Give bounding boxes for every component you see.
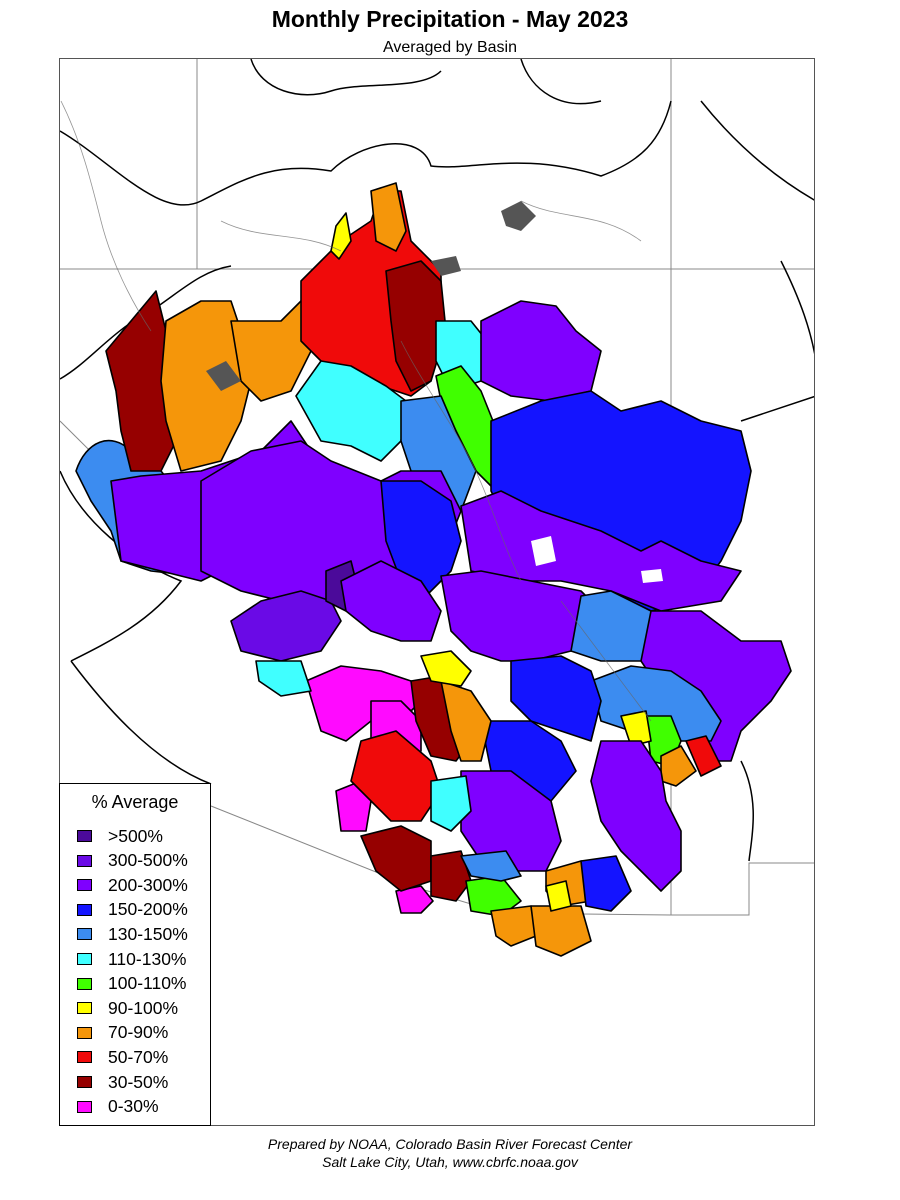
legend-item: 90-100% [77, 998, 178, 1018]
basin-cyan-sw [255, 660, 312, 697]
outer-basin-outlines [60, 59, 814, 862]
legend-label: 70-90% [108, 1022, 169, 1043]
basin-sc-200-300 [340, 560, 442, 642]
lakes [206, 201, 536, 391]
basin-deep-south2-30-50 [430, 850, 472, 902]
legend-item: 130-150% [77, 924, 188, 944]
basin-south-200-300 [590, 740, 682, 892]
basin-cyan-south [430, 775, 472, 832]
legend-item: 70-90% [77, 1022, 169, 1043]
basin-south-50-70 [350, 730, 442, 822]
legend-label: 100-110% [108, 973, 187, 994]
legend-item: >500% [77, 826, 163, 846]
basin-0-30-d [395, 885, 434, 914]
basin-south-130-150 [460, 850, 522, 882]
map-title: Monthly Precipitation - May 2023 [271, 6, 629, 32]
credit-line-1: Prepared by NOAA, Colorado Basin River F… [267, 1136, 633, 1152]
basin-south-90-100 [420, 650, 472, 687]
no-data-areas [531, 536, 663, 583]
credit-line-2: Salt Lake City, Utah, www.cbrfc.noaa.gov [322, 1154, 578, 1170]
basin-south-70-90 [440, 680, 492, 762]
legend-swatch [77, 1100, 92, 1113]
legend-item: 0-30% [77, 1096, 159, 1117]
legend-swatch [77, 903, 92, 916]
basin-300-500 [230, 590, 342, 662]
legend-label: >500% [108, 825, 163, 846]
legend-label: 150-200% [108, 899, 188, 920]
legend-label: 300-500% [108, 850, 188, 871]
basin-deep-south-30-50 [360, 825, 432, 892]
legend-swatch [77, 1076, 92, 1088]
legend-label: 130-150% [108, 923, 188, 944]
basin-upper-70-90 [370, 182, 407, 252]
legend-title: % Average [91, 792, 179, 812]
basin-north-30-50 [385, 260, 447, 392]
legend-swatch [77, 879, 92, 892]
legend-item: 50-70% [77, 1047, 168, 1067]
legend-swatch [77, 928, 92, 941]
basin-se-50-70 [685, 735, 722, 777]
basin-south-bottom-70-90 [490, 905, 537, 947]
legend-item: 150-200% [77, 899, 188, 920]
legend-swatch [77, 830, 92, 842]
legend-item: 300-500% [77, 850, 188, 871]
basin-west-70-90 [160, 300, 252, 472]
basin-south-bottom2-70-90 [530, 905, 592, 957]
basin-south-right-150-200 [580, 855, 632, 912]
basin-se-90-100 [620, 710, 652, 747]
basin-se-150-200 [510, 655, 602, 742]
legend-label: 0-30% [108, 1096, 159, 1117]
legend-swatch [77, 854, 92, 867]
legend-item: 30-50% [77, 1072, 168, 1092]
basin-map [60, 59, 814, 957]
legend-label: 50-70% [108, 1046, 169, 1067]
legend-swatch [77, 1051, 92, 1064]
map-subtitle: Averaged by Basin [382, 39, 517, 56]
legend: % Average >500% 300-500% 200-300% 150-200% 1… [59, 783, 211, 1126]
legend-swatch [77, 1026, 92, 1039]
legend-item: 100-110% [77, 973, 187, 994]
basin-ne-200-300 [480, 300, 602, 402]
legend-swatch [77, 953, 92, 965]
legend-label: 200-300% [108, 874, 188, 895]
legend-swatch [77, 1002, 92, 1015]
legend-label: 90-100% [108, 997, 179, 1018]
legend-item: 200-300% [77, 875, 188, 895]
legend-label: 110-130% [108, 948, 187, 969]
legend-item: 110-130% [77, 949, 187, 969]
basin-polygons [75, 182, 792, 957]
legend-swatch [77, 977, 92, 990]
legend-label: 30-50% [108, 1071, 169, 1092]
basin-south-right-90-100 [545, 880, 572, 912]
rivers [60, 100, 652, 722]
